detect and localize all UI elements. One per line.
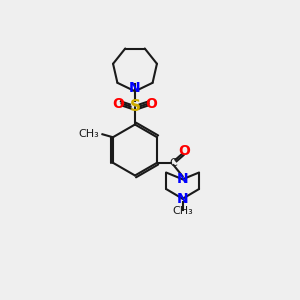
Text: O: O — [178, 144, 190, 158]
Text: CH₃: CH₃ — [79, 129, 99, 139]
Text: S: S — [130, 99, 140, 114]
Text: O: O — [146, 97, 158, 110]
Text: O: O — [112, 97, 124, 110]
Text: N: N — [177, 172, 188, 186]
Text: CH₃: CH₃ — [172, 206, 193, 216]
Text: N: N — [177, 192, 188, 206]
Text: C: C — [170, 158, 178, 168]
Text: N: N — [129, 81, 141, 95]
